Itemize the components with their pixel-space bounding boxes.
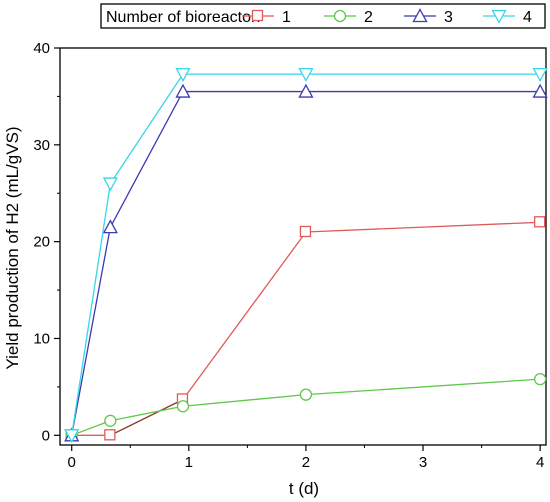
x-tick-label: 2 xyxy=(302,454,310,471)
x-tick-label: 4 xyxy=(536,454,544,471)
x-axis-label: t (d) xyxy=(289,479,319,498)
y-tick-label: 30 xyxy=(33,137,50,154)
y-tick-label: 40 xyxy=(33,40,50,57)
y-tick-label: 0 xyxy=(42,427,50,444)
series-3-point xyxy=(532,83,548,98)
series-2-segment xyxy=(71,420,111,436)
x-tick-label: 3 xyxy=(419,454,427,471)
series-1-point xyxy=(533,216,546,228)
series-3-segment xyxy=(109,91,184,228)
series-1-point xyxy=(104,429,116,441)
series-4-point xyxy=(175,67,191,83)
series-4-point xyxy=(298,67,314,83)
legend-label-4: 4 xyxy=(523,9,532,26)
legend-marker-3 xyxy=(412,8,428,23)
legend-label-3: 3 xyxy=(444,9,453,26)
series-2-segment xyxy=(182,394,306,407)
plot-frame xyxy=(59,47,547,446)
legend-label-1: 1 xyxy=(282,9,291,26)
series-2-segment xyxy=(110,405,184,422)
y-tick-label: 10 xyxy=(33,330,50,347)
series-4-point xyxy=(102,177,118,192)
series-3-segment xyxy=(71,227,111,436)
legend-marker-4 xyxy=(491,9,507,24)
legend-label-2: 2 xyxy=(364,9,373,26)
legend-marker-1 xyxy=(251,9,264,22)
legend-title: Number of bioreactor: xyxy=(106,9,261,26)
series-layer xyxy=(64,67,548,444)
series-3 xyxy=(64,83,548,442)
series-4 xyxy=(64,67,548,444)
series-2-point xyxy=(533,373,547,386)
x-tick-label: 1 xyxy=(185,454,193,471)
series-1 xyxy=(65,216,546,441)
series-3-point xyxy=(102,219,118,234)
legend: Number of bioreactor: 1 2 3 4 xyxy=(100,3,546,29)
series-1-segment xyxy=(110,398,184,436)
legend-box xyxy=(100,3,546,29)
series-3-point xyxy=(298,83,314,98)
series-4-point xyxy=(532,67,548,83)
series-4-segment xyxy=(71,183,111,436)
series-1-point xyxy=(299,225,312,238)
series-2-segment xyxy=(305,378,541,396)
series-4-segment xyxy=(109,73,184,184)
x-tick-label: 0 xyxy=(68,454,76,471)
series-2-point xyxy=(299,388,313,401)
y-axis-label: Yield production of H2 (mL/gVS) xyxy=(3,126,22,369)
series-3-point xyxy=(175,83,191,98)
series-2-point xyxy=(104,414,117,427)
series-2 xyxy=(65,373,547,442)
series-4-point xyxy=(64,429,80,444)
legend-marker-2 xyxy=(333,9,347,23)
series-1-segment xyxy=(305,221,541,233)
y-tick-label: 20 xyxy=(33,234,50,251)
series-1-segment xyxy=(182,231,307,400)
series-2-point xyxy=(176,400,190,413)
